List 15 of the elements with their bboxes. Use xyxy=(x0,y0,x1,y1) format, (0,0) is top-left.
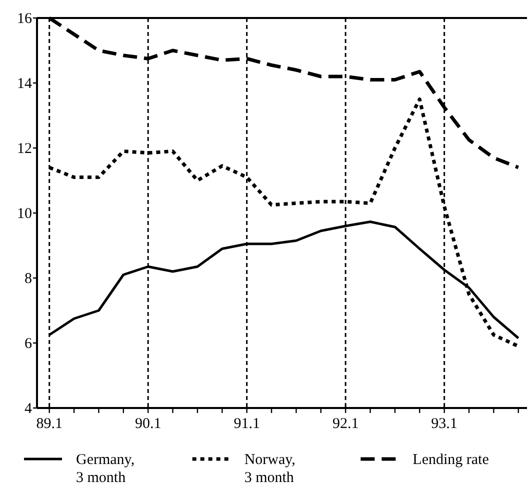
y-tick-label: 12 xyxy=(17,141,32,157)
y-tick-label: 14 xyxy=(17,76,32,92)
x-tick-label: 90.1 xyxy=(134,416,162,432)
legend-label: Germany, 3 month xyxy=(76,452,135,486)
y-tick-label: 4 xyxy=(24,401,32,417)
y-tick-label: 10 xyxy=(17,206,32,222)
x-tick-label: 89.1 xyxy=(36,416,62,432)
y-tick-label: 8 xyxy=(24,271,32,287)
x-tick-label: 91.1 xyxy=(234,416,260,432)
x-tick-label: 93.1 xyxy=(431,416,458,432)
x-tick-label: 92.1 xyxy=(332,416,359,432)
legend-label: Lending rate xyxy=(412,452,490,468)
legend-label: Norway, 3 month xyxy=(244,452,296,486)
y-tick-label: 16 xyxy=(17,11,32,27)
y-tick-label: 6 xyxy=(24,336,32,352)
